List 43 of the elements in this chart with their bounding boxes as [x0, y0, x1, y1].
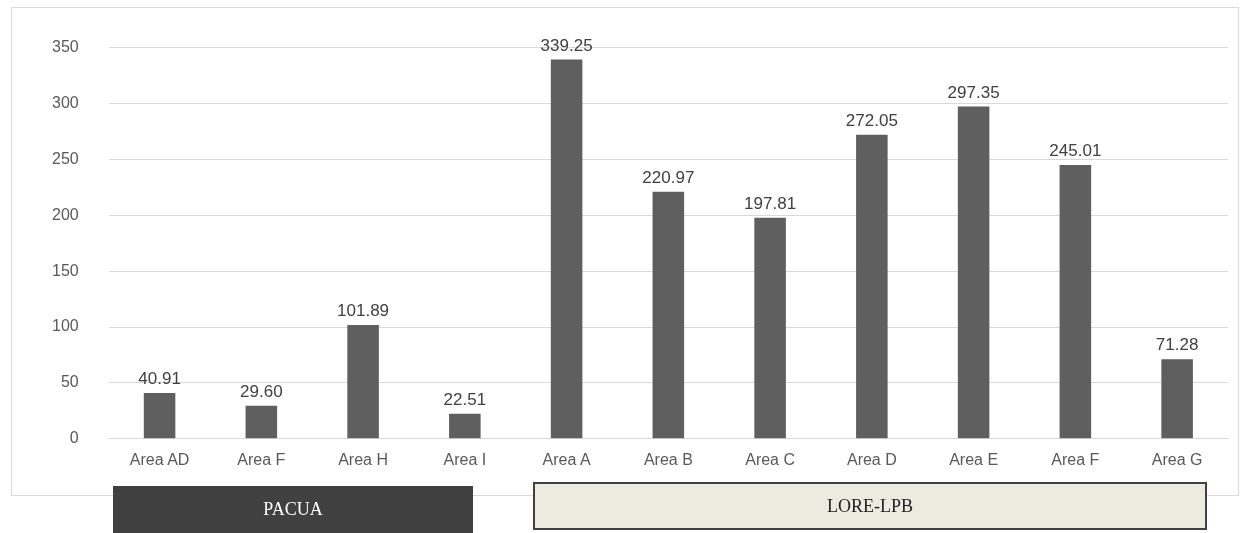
group-label-box: LORE-LPB	[533, 482, 1207, 530]
group-label-box: PACUA	[113, 486, 473, 533]
x-tick-label: Area F	[237, 450, 286, 468]
bar	[957, 106, 990, 439]
data-label: 40.91	[138, 369, 181, 389]
data-label: 339.25	[540, 35, 593, 55]
x-tick-label: Area E	[949, 450, 999, 468]
y-tick-label: 350	[51, 38, 79, 56]
x-tick-label: Area G	[1151, 450, 1203, 468]
x-tick-label: Area D	[846, 450, 897, 468]
x-tick-label: Area I	[443, 450, 487, 468]
y-tick-label: 150	[51, 261, 79, 279]
data-label: 272.05	[845, 110, 898, 130]
bar	[245, 405, 278, 439]
x-tick-label: Area H	[338, 450, 388, 468]
y-tick-label: 300	[51, 93, 79, 111]
bar	[856, 134, 888, 439]
x-tick-label: Area F	[1051, 450, 1100, 468]
data-label: 297.35	[947, 82, 1000, 102]
data-label: 71.28	[1155, 335, 1199, 355]
bar	[143, 393, 176, 439]
y-tick-label: 250	[51, 149, 79, 167]
y-tick-label: 0	[69, 429, 79, 447]
x-tick-label: Area C	[745, 450, 795, 468]
bar	[550, 59, 583, 439]
bar	[1161, 359, 1193, 439]
data-label: 220.97	[642, 168, 695, 188]
data-label: 197.81	[744, 193, 797, 213]
x-tick-label: Area A	[542, 450, 591, 468]
bar	[1059, 164, 1092, 439]
x-tick-label: Area B	[643, 450, 693, 468]
bar	[449, 413, 481, 439]
bar	[754, 217, 786, 439]
bar	[652, 191, 685, 439]
data-label: 29.60	[240, 381, 283, 401]
data-label: 101.89	[337, 301, 390, 321]
y-tick-label: 100	[51, 317, 79, 335]
y-tick-label: 50	[60, 373, 79, 391]
data-label: 245.01	[1049, 141, 1102, 161]
x-tick-label: Area AD	[129, 450, 190, 468]
y-tick-label: 200	[51, 205, 79, 223]
bar	[347, 324, 379, 439]
data-label: 22.51	[443, 389, 487, 409]
